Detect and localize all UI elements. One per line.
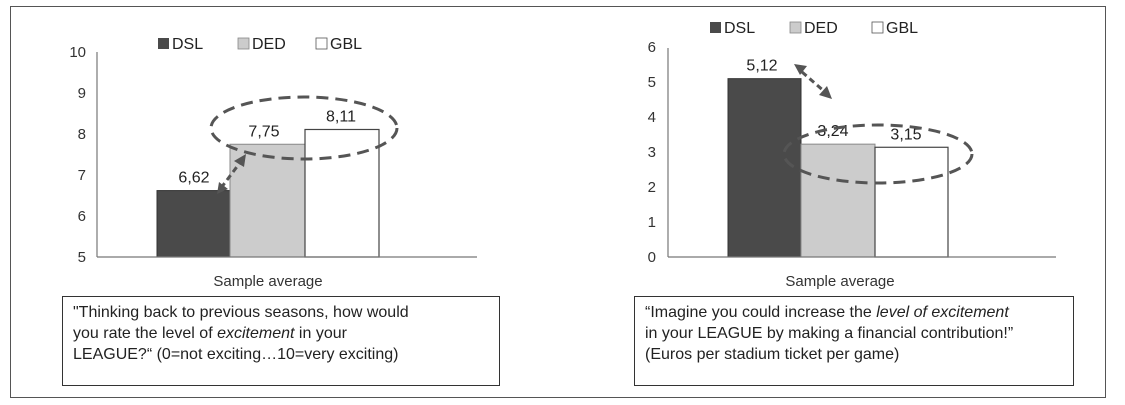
y-tick-label: 6 — [648, 39, 656, 56]
arrow-head-down — [217, 182, 228, 194]
arrow-head-up — [234, 154, 246, 167]
y-tick-label: 9 — [78, 85, 86, 102]
legend-label-gbl: GBL — [330, 36, 362, 53]
comparison-arrow — [219, 159, 244, 189]
legend-swatch-ded — [237, 37, 250, 50]
data-label-ded: 7,75 — [248, 123, 279, 140]
legend-swatch-gbl — [871, 21, 884, 34]
data-label-gbl: 3,15 — [890, 126, 921, 143]
y-tick-label: 5 — [648, 74, 656, 91]
legend-swatch-dsl — [710, 22, 721, 33]
arrow-head-up — [794, 64, 807, 75]
highlight-ellipse — [782, 123, 974, 185]
data-labels: 6,62 7,75 8,11 — [178, 108, 356, 186]
bar-gbl — [304, 128, 380, 258]
y-tick-label: 3 — [648, 144, 656, 161]
x-axis-category-label: Sample average — [785, 273, 894, 290]
legend-label-dsl: DSL — [172, 36, 203, 53]
arrow-head-down — [819, 86, 832, 99]
bar-dsl — [727, 78, 802, 258]
legend-label-ded: DED — [252, 36, 286, 53]
caption-line: LEAGUE?“ (0=not exciting…10=very excitin… — [73, 346, 399, 363]
y-tick-label: 7 — [78, 167, 86, 184]
legend-swatch-dsl — [158, 38, 169, 49]
y-tick-label: 10 — [69, 44, 86, 61]
question-caption-left: "Thinking back to previous seasons, how … — [62, 296, 500, 386]
caption-line: in your LEAGUE by making a financial con… — [645, 325, 1014, 342]
legend-label-gbl: GBL — [886, 20, 918, 37]
bars — [727, 78, 949, 258]
data-labels: 5,12 3,24 3,15 — [746, 58, 921, 144]
x-axis-category-label: Sample average — [213, 273, 322, 290]
legend: DSL DED GBL — [710, 20, 918, 37]
caption-line: “Imagine you could increase the level of… — [645, 304, 1009, 321]
y-tick-label: 5 — [78, 249, 86, 266]
legend-label-ded: DED — [804, 20, 838, 37]
y-axis: 5 6 7 8 9 10 — [69, 44, 98, 266]
comparison-arrow — [801, 70, 826, 94]
y-tick-label: 4 — [648, 109, 656, 126]
bar-ded — [800, 143, 876, 258]
bars — [156, 128, 380, 258]
y-axis: 0 1 2 3 4 5 6 — [648, 39, 669, 266]
y-tick-label: 8 — [78, 126, 86, 143]
chart-financial-contribution: DSL DED GBL 0 1 2 3 4 5 6 5,12 3,24 3,15… — [648, 20, 1056, 290]
data-label-gbl: 8,11 — [326, 108, 356, 125]
y-tick-label: 1 — [648, 214, 656, 231]
highlight-ellipse — [209, 95, 399, 161]
chart-excitement-rating: DSL DED GBL 5 6 7 8 9 10 6,62 7,75 8,11 … — [69, 36, 477, 290]
legend-swatch-ded — [789, 21, 802, 34]
y-tick-label: 0 — [648, 249, 656, 266]
caption-line: you rate the level of excitement in your — [73, 325, 347, 342]
legend-label-dsl: DSL — [724, 20, 755, 37]
legend-swatch-gbl — [315, 37, 328, 50]
caption-line: "Thinking back to previous seasons, how … — [73, 304, 409, 321]
bar-dsl — [156, 190, 231, 258]
y-tick-label: 6 — [78, 208, 86, 225]
comparison-annotation — [782, 64, 974, 185]
comparison-annotation — [209, 95, 399, 194]
bar-gbl — [874, 146, 949, 258]
data-label-dsl: 6,62 — [178, 170, 209, 187]
caption-line: (Euros per stadium ticket per game) — [645, 346, 900, 363]
data-label-dsl: 5,12 — [746, 58, 777, 75]
y-tick-label: 2 — [648, 179, 656, 196]
legend: DSL DED GBL — [158, 36, 362, 53]
question-caption-right: “Imagine you could increase the level of… — [634, 296, 1074, 386]
